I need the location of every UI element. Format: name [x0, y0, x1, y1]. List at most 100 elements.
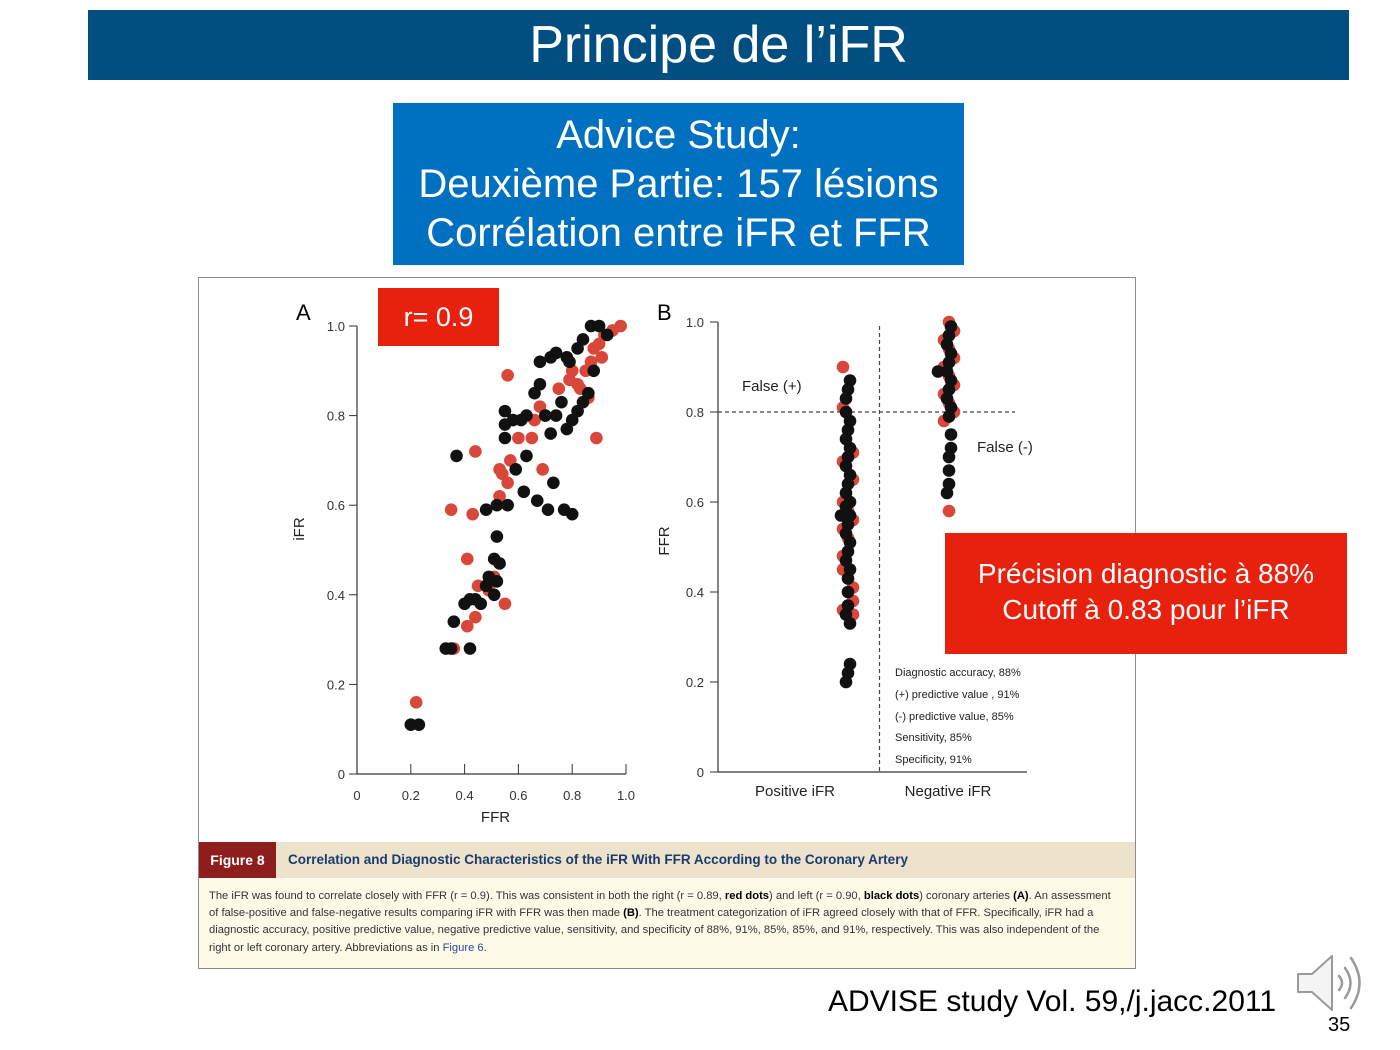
panel-a-x-tick-label: 0.8 — [563, 788, 581, 803]
panel-a-red-dot — [595, 351, 609, 364]
precision-line-1: Précision diagnostic à 88% — [977, 558, 1315, 589]
caption-text: ) coronary arteries — [919, 890, 1014, 902]
panel-a-black-dot — [533, 377, 547, 391]
panel-a-y-tick-label: 0 — [338, 767, 345, 782]
panel-b-black-dot — [841, 585, 855, 599]
panel-a-black-dot — [509, 463, 523, 476]
panel-b-black-dot — [931, 365, 945, 378]
panel-b-black-dot — [942, 464, 956, 477]
stat-diagnostic-accuracy: Diagnostic accuracy, 88% — [895, 667, 1021, 679]
caption-text: . An assessment of false-positive and fa… — [209, 890, 1111, 920]
panel-a-black-dot — [576, 333, 590, 346]
panel-b-black-dot — [944, 428, 958, 441]
panel-b-black-dot — [834, 509, 848, 522]
panel-a-black-dot — [565, 507, 579, 521]
panel-a-y-tick-label: 0.2 — [327, 677, 345, 692]
panel-a-red-dot — [444, 503, 458, 516]
panel-a-black-dot — [544, 427, 557, 440]
panel-a-black-dot — [520, 409, 533, 422]
panel-a-black-dot — [474, 597, 488, 611]
panel-a-red-dot — [498, 597, 512, 611]
figure-charts: A FFR iFR 0 0.2 0.4 0.6 0.8 1.0 0 0.2 0.4 0.6 0.8 1… — [291, 300, 1033, 826]
panel-a-black-dot — [547, 476, 560, 490]
study-box: Advice Study: Deuxième Partie: 157 lésio… — [393, 103, 964, 265]
speaker-icon[interactable] — [1294, 950, 1372, 1016]
caption-tag: Figure 8 — [199, 842, 276, 878]
panel-a-red-dot — [466, 507, 479, 521]
panel-a-red-dot — [614, 319, 627, 333]
panel-a-black-dot — [549, 409, 563, 422]
slide-title: Principe de l’iFR — [88, 10, 1349, 80]
panel-a-red-dot — [525, 431, 539, 445]
panel-a-black-dot — [498, 431, 512, 445]
study-box-line-3: Corrélation entre iFR et FFR — [426, 211, 931, 255]
stats-list: Diagnostic accuracy, 88% (+) predictive … — [895, 667, 1021, 766]
panel-b-black-dot — [942, 450, 956, 464]
panel-a-y-tick-label: 0.6 — [327, 498, 345, 513]
caption-red-dots: red dots — [724, 890, 770, 902]
precision-callout: Précision diagnostic à 88% Cutoff à 0.83… — [945, 533, 1347, 654]
panel-a-y-tick-label: 1.0 — [327, 319, 345, 334]
panel-a-black-dot — [592, 319, 606, 333]
panel-a-red-dot — [460, 552, 474, 566]
panel-a-black-dot — [463, 642, 477, 655]
caption-text: . — [483, 941, 487, 954]
panel-a-black-dot — [447, 615, 461, 628]
study-box-line-2: Deuxième Partie: 157 lésions — [418, 162, 939, 206]
panel-a-red-dot — [590, 431, 603, 445]
panel-a-black-dot — [490, 498, 504, 512]
caption-body: The iFR was found to correlate closely w… — [199, 878, 1135, 968]
panel-a-chart: A FFR iFR 0 0.2 0.4 0.6 0.8 1.0 0 0.2 0.4 0.6 0.8 1… — [291, 300, 635, 826]
panel-b-label: B — [657, 300, 672, 325]
panel-a-red-dot — [469, 610, 482, 624]
panel-a-x-tick-label: 0.6 — [509, 788, 527, 803]
caption-ref-a: (A) — [1013, 890, 1029, 902]
panel-b-red-dot — [836, 360, 850, 374]
panel-a-label: A — [296, 300, 311, 325]
panel-a-black-dot — [479, 503, 493, 516]
panel-a-black-dot — [517, 485, 531, 499]
panel-b-black-dot — [841, 572, 855, 585]
page-number: 35 — [1328, 1014, 1351, 1036]
panel-a-red-dot — [460, 619, 474, 633]
panel-b-y-axis-label: FFR — [656, 526, 673, 555]
panel-a-black-dot — [444, 642, 458, 655]
panel-a-black-dot — [498, 404, 512, 418]
panel-a-x-tick-label: 0.2 — [402, 788, 420, 803]
panel-a-black-dot — [582, 386, 595, 400]
panel-a-black-dot — [541, 503, 555, 516]
caption-figure-link[interactable]: Figure 6 — [442, 941, 484, 954]
panel-a-black-dot — [412, 718, 426, 732]
panel-a-x-tick-label: 0.4 — [456, 788, 474, 803]
panel-b-black-dot — [940, 486, 954, 500]
false-negative-label: False (-) — [977, 439, 1033, 456]
panel-a-black-dot — [487, 588, 501, 602]
panel-a-black-dot — [450, 449, 463, 463]
caption-text: The iFR was found to correlate closely w… — [209, 890, 725, 902]
caption-ref-b: (B) — [623, 907, 639, 920]
panel-a-x-tick-label: 1.0 — [617, 788, 635, 803]
stat-positive-predictive: (+) predictive value , 91% — [895, 689, 1020, 701]
panel-a-black-dot — [490, 575, 504, 588]
panel-b-black-dot — [839, 675, 853, 689]
caption-text: . The treatment categorization of iFR ag… — [209, 907, 1100, 954]
caption-header: Figure 8 Correlation and Diagnostic Char… — [199, 842, 1135, 878]
study-box-line-1: Advice Study: — [556, 113, 801, 157]
panel-a-red-dot — [512, 431, 525, 445]
panel-a-red-dot — [409, 696, 423, 709]
stat-negative-predictive: (-) predictive value, 85% — [895, 711, 1014, 723]
panel-a-red-dot — [501, 368, 514, 382]
panel-a-x-tick-label: 0 — [353, 788, 360, 803]
panel-a-black-dot — [533, 355, 547, 369]
panel-a-black-dot — [587, 364, 601, 378]
false-positive-label: False (+) — [742, 378, 802, 395]
panel-b-black-dot — [839, 392, 853, 405]
panel-a-black-dot — [490, 530, 504, 543]
panel-b-chart: B FFR False (+) False (-) Positive iFR N… — [656, 300, 1033, 800]
panel-a-y-tick-label: 0.4 — [327, 588, 345, 603]
panel-a-red-dot — [536, 463, 549, 476]
category-positive-ifr: Positive iFR — [755, 783, 835, 800]
stat-specificity: Specificity, 91% — [895, 754, 972, 766]
panel-a-y-axis-label: iFR — [291, 517, 308, 540]
panel-a-black-dot — [539, 409, 552, 422]
